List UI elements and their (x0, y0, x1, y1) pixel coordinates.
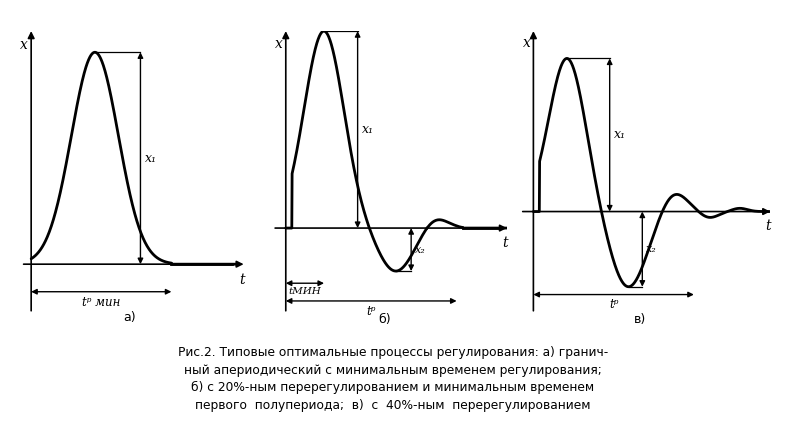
Text: в): в) (634, 313, 647, 325)
Text: x: x (275, 37, 283, 51)
Text: t: t (502, 236, 509, 250)
Text: x: x (20, 38, 28, 52)
Text: x₁: x₁ (362, 123, 374, 136)
Text: Рис.2. Типовые оптимальные процессы регулирования: а) гранич-
ный апериодический: Рис.2. Типовые оптимальные процессы регу… (178, 346, 608, 412)
Text: t: t (766, 219, 771, 233)
Text: x₂: x₂ (646, 244, 657, 254)
Text: а): а) (123, 311, 136, 324)
Text: x: x (523, 36, 531, 51)
Text: tᵖ мин: tᵖ мин (82, 296, 120, 309)
Text: x₁: x₁ (615, 128, 626, 142)
Text: б): б) (379, 313, 391, 326)
Text: tᵖ: tᵖ (366, 305, 376, 318)
Text: x₁: x₁ (145, 152, 157, 165)
Text: x₂: x₂ (415, 245, 426, 254)
Text: tᵖ: tᵖ (609, 298, 619, 311)
Text: tМИН: tМИН (288, 287, 321, 296)
Text: t: t (240, 273, 245, 287)
